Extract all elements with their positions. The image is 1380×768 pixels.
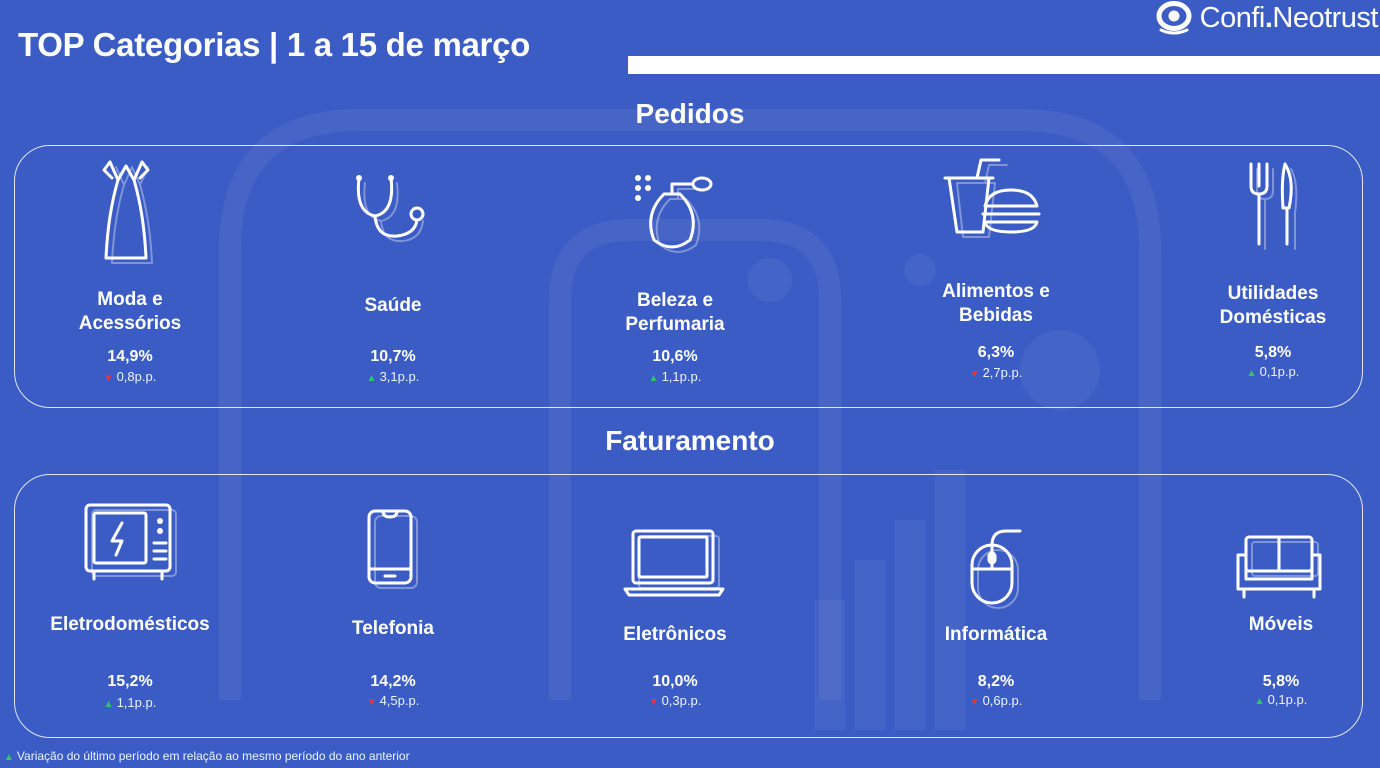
perfume-icon [635, 175, 713, 253]
cutlery-icon [1249, 162, 1298, 250]
category-value: 5,8% [1254, 344, 1292, 361]
panel-faturamento: Eletrodomésticos 15,2% ▲ 1,1p.p. Telefoni… [14, 474, 1363, 738]
category-value: 15,2% [107, 673, 153, 690]
category-delta: ▲ 0,1p.p. [1246, 364, 1300, 379]
category-label: Informática [944, 624, 1048, 645]
category-delta: ▼ 2,7p.p. [969, 365, 1023, 380]
category-delta: ▼ 0,6p.p. [969, 693, 1023, 708]
arrow-up-icon: ▲ [1254, 696, 1265, 707]
confi-logo-icon [1156, 1, 1192, 35]
logo-brand: Confi [1199, 1, 1266, 34]
page-title: TOP Categorias | 1 a 15 de março [18, 26, 530, 63]
category-label: Eletrônicos [623, 624, 727, 645]
category-label: Saúde [364, 295, 422, 316]
category-value: 8,2% [977, 673, 1015, 690]
dress-icon [102, 160, 153, 264]
logo: Confi.Neotrust [1156, 0, 1378, 36]
logo-partner: Neotrust [1272, 1, 1378, 34]
category-value: 10,0% [652, 673, 698, 690]
category-delta: ▲ 1,1p.p. [648, 369, 702, 384]
arrow-down-icon: ▼ [648, 697, 659, 708]
arrow-up-icon: ▲ [4, 752, 14, 763]
category-delta: ▼ 0,3p.p. [648, 693, 702, 708]
category-label: Moda e Acessórios [78, 289, 182, 334]
category-label: Alimentos e Bebidas [942, 281, 1050, 326]
stethoscope-icon [356, 175, 425, 243]
arrow-down-icon: ▼ [366, 697, 377, 708]
arrow-up-icon: ▲ [648, 373, 659, 384]
category-label: Móveis [1248, 614, 1314, 635]
category-label: Eletrodomésticos [50, 614, 210, 635]
category-label: Telefonia [352, 618, 434, 639]
panel-pedidos: Moda e Acessórios 14,9% ▼ 0,8p.p. Saúde 10… [14, 145, 1363, 408]
logo-text: Confi.Neotrust [1199, 1, 1379, 35]
food-drink-icon [943, 158, 1041, 238]
category-value: 10,7% [370, 348, 416, 365]
sofa-icon [1236, 535, 1322, 599]
category-value: 5,8% [1262, 673, 1300, 690]
arrow-up-icon: ▲ [366, 373, 377, 384]
section-title-faturamento: Faturamento [605, 425, 775, 456]
category-delta: ▲ 1,1p.p. [103, 695, 157, 710]
footnote: ▲ Variação do último período em relação a… [4, 749, 410, 763]
arrow-up-icon: ▲ [1246, 368, 1257, 379]
category-value: 10,6% [652, 348, 698, 365]
title-underline-bar [628, 56, 1380, 74]
arrow-up-icon: ▲ [103, 699, 114, 710]
category-delta: ▲ 3,1p.p. [366, 369, 420, 384]
category-value: 14,9% [107, 348, 153, 365]
logo-dot: . [1264, 1, 1273, 34]
category-delta: ▼ 4,5p.p. [366, 693, 420, 708]
category-delta: ▼ 0,8p.p. [103, 369, 157, 384]
category-value: 14,2% [370, 673, 416, 690]
arrow-down-icon: ▼ [969, 697, 980, 708]
category-delta: ▲ 0,1p.p. [1254, 692, 1308, 707]
category-value: 6,3% [977, 344, 1015, 361]
arrow-down-icon: ▼ [969, 369, 980, 380]
microwave-icon [84, 503, 177, 581]
mouse-icon [970, 529, 1022, 609]
arrow-down-icon: ▼ [103, 373, 114, 384]
smartphone-icon [367, 509, 418, 589]
category-label: Beleza e Perfumaria [625, 290, 725, 335]
laptop-icon [623, 529, 725, 597]
section-title-pedidos: Pedidos [635, 98, 745, 129]
category-label: Utilidades Domésticas [1219, 283, 1327, 328]
